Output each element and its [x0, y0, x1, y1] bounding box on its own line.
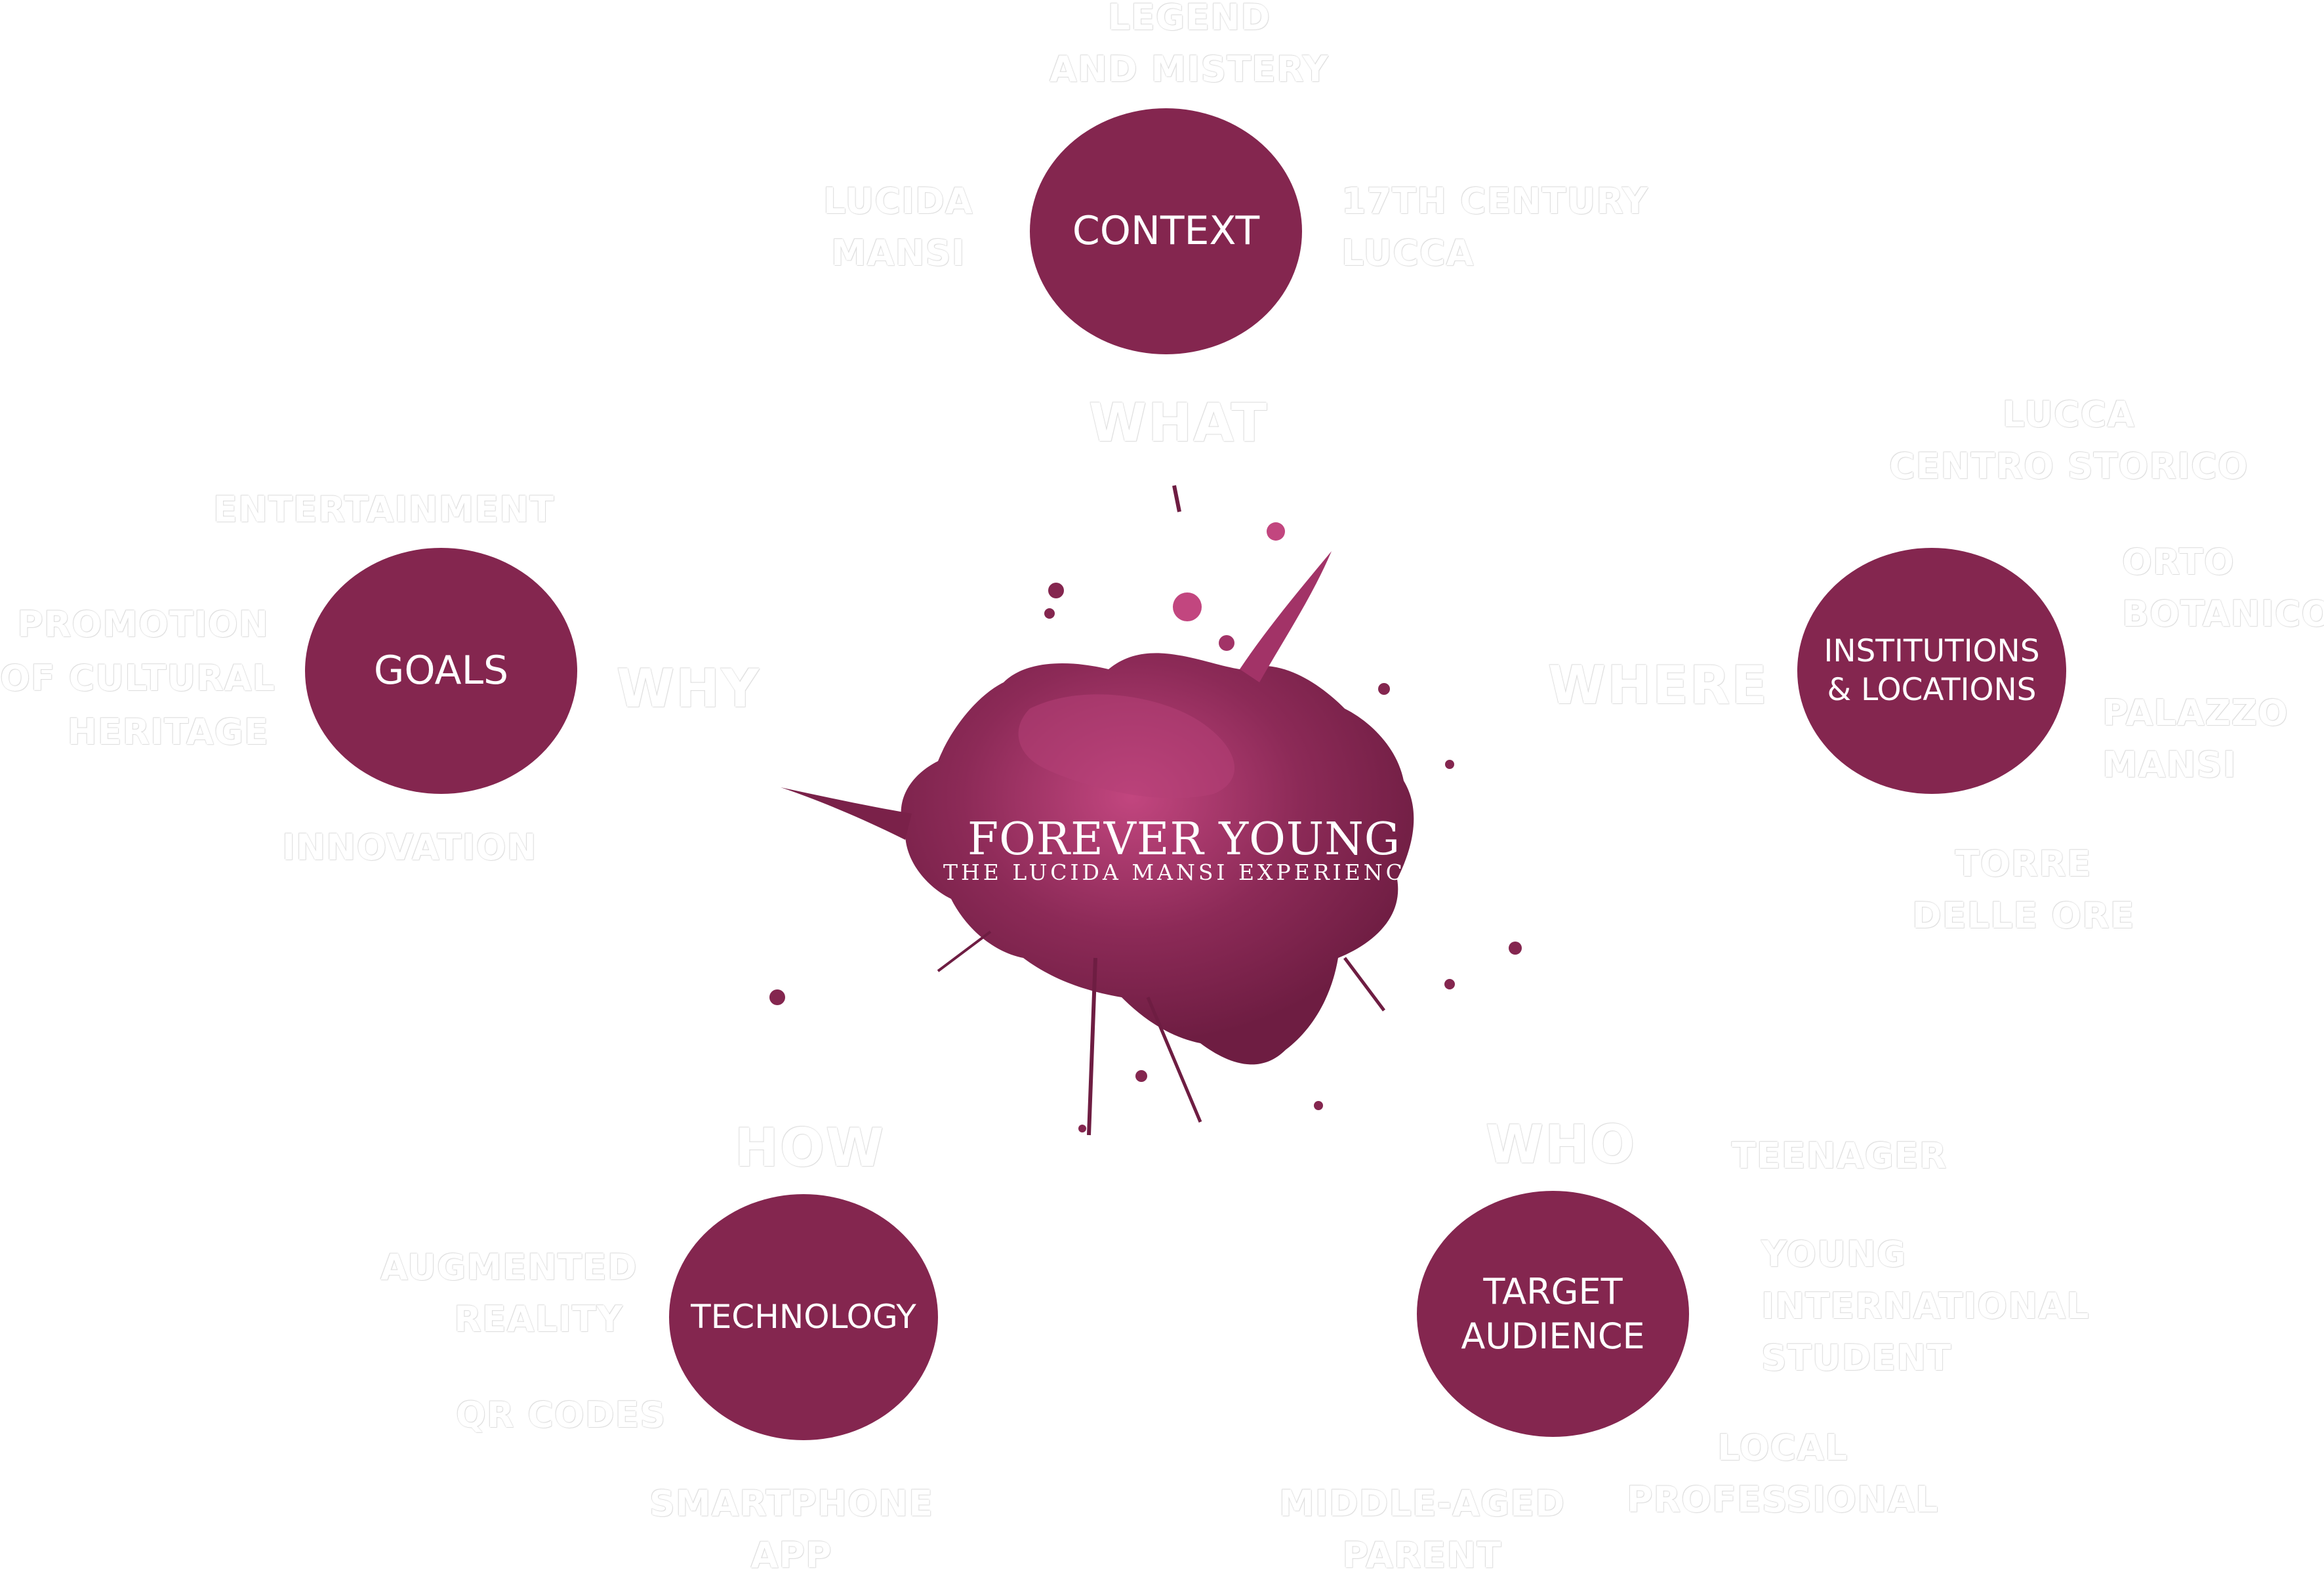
audience-item-student: YOUNG INTERNATIONAL STUDENT: [1761, 1234, 2090, 1379]
technology-node: TECHNOLOGY: [669, 1194, 938, 1440]
project-title: FOREVER YOUNG: [967, 814, 1401, 865]
audience-label-line1: TARGET: [1483, 1271, 1623, 1312]
institutions-item-orto: ORTO BOTANICO: [2122, 541, 2324, 634]
institutions-item-torre: TORRE DELLE ORE: [1912, 843, 2135, 936]
technology-label: TECHNOLOGY: [691, 1298, 916, 1337]
institutions-item-centro: LUCCA CENTRO STORICO: [1889, 394, 2249, 487]
question-what: WHAT: [1089, 392, 1269, 453]
institutions-label-line2: & LOCATIONS: [1827, 671, 2037, 708]
project-subtitle: THE LUCIDA MANSI EXPERIENCE: [943, 860, 1425, 885]
context-item-century: 17TH CENTURY LUCCA: [1341, 180, 1649, 274]
technology-item-qr: QR CODES: [456, 1394, 666, 1436]
audience-label-line2: AUDIENCE: [1461, 1315, 1645, 1357]
technology-item-app: SMARTPHONE APP: [649, 1483, 934, 1576]
question-why: WHY: [617, 658, 761, 719]
goals-item-innovation: INNOVATION: [282, 827, 537, 868]
context-item-legend: LEGEND AND MISTERY: [1050, 0, 1329, 90]
question-where: WHERE: [1548, 655, 1769, 716]
question-how: HOW: [735, 1117, 886, 1178]
audience-item-parent: MIDDLE-AGED PARENT: [1279, 1483, 1566, 1576]
context-item-lucida: LUCIDA MANSI: [823, 180, 973, 274]
audience-item-professional: LOCAL PROFESSIONAL: [1627, 1427, 1939, 1520]
context-node: CONTEXT: [1030, 108, 1302, 354]
context-label: CONTEXT: [1072, 208, 1260, 254]
goals-item-promotion: PROMOTION OF CULTURAL HERITAGE: [0, 604, 276, 753]
goals-node: GOALS: [305, 548, 577, 794]
goals-label: GOALS: [373, 648, 509, 694]
institutions-node: INSTITUTIONS & LOCATIONS: [1797, 548, 2066, 794]
institutions-item-palazzo: PALAZZO MANSI: [2102, 692, 2289, 785]
institutions-label-line1: INSTITUTIONS: [1824, 632, 2040, 669]
question-who: WHO: [1486, 1114, 1637, 1175]
audience-item-teenager: TEENAGER: [1732, 1135, 1947, 1176]
technology-item-ar: AUGMENTED REALITY: [380, 1247, 638, 1340]
goals-item-entertainment: ENTERTAINMENT: [213, 489, 555, 530]
audience-node: TARGET AUDIENCE: [1417, 1191, 1689, 1437]
ink-splash-graphic: [769, 485, 1522, 1136]
